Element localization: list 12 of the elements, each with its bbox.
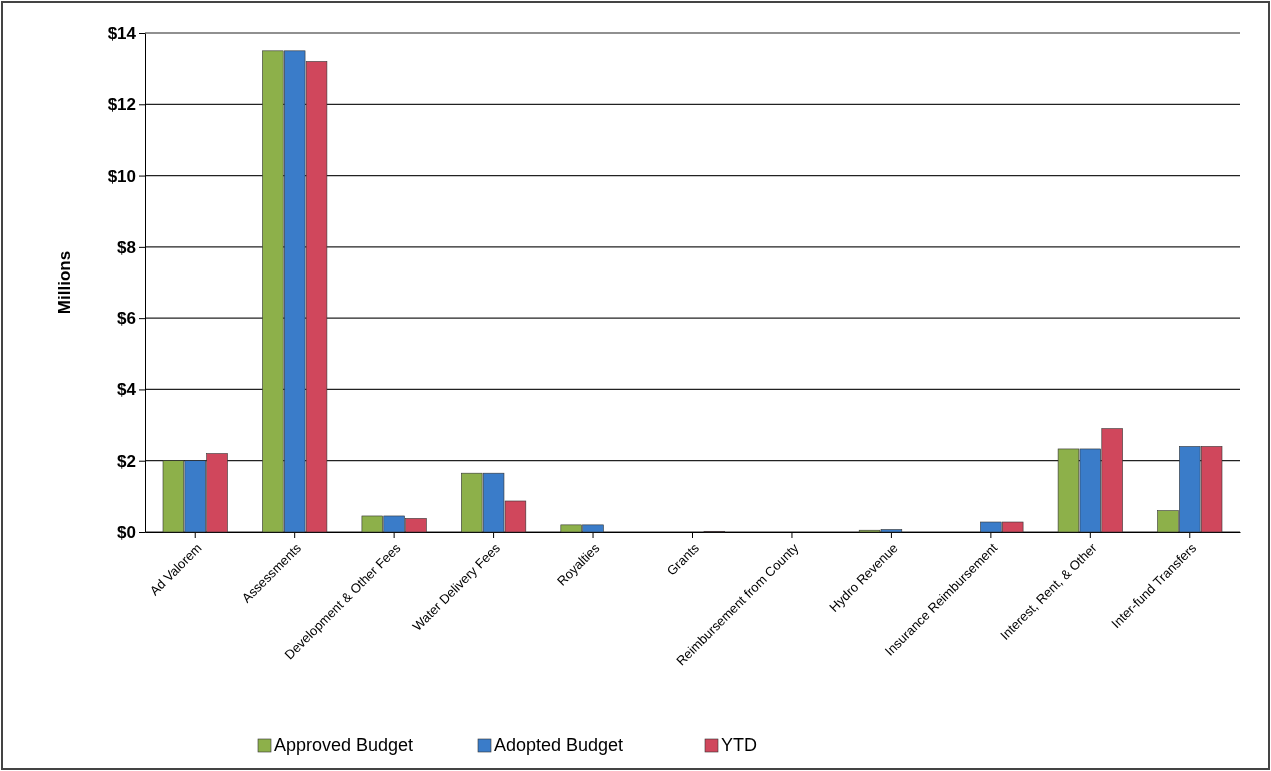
y-tick-label: $8: [117, 237, 136, 257]
legend-label: Adopted Budget: [494, 735, 624, 755]
y-tick-label: $14: [107, 23, 137, 43]
y-tick-label: $0: [117, 522, 136, 542]
y-tick-label: $2: [117, 451, 136, 471]
y-tick-label: $10: [107, 166, 136, 186]
y-tick-label: $6: [117, 309, 136, 329]
legend-label: YTD: [721, 735, 757, 755]
y-tick-label: $4: [117, 380, 137, 400]
legend-label: Approved Budget: [274, 735, 414, 755]
y-tick-label: $12: [107, 95, 136, 115]
y-axis-title: Millions: [55, 250, 74, 315]
